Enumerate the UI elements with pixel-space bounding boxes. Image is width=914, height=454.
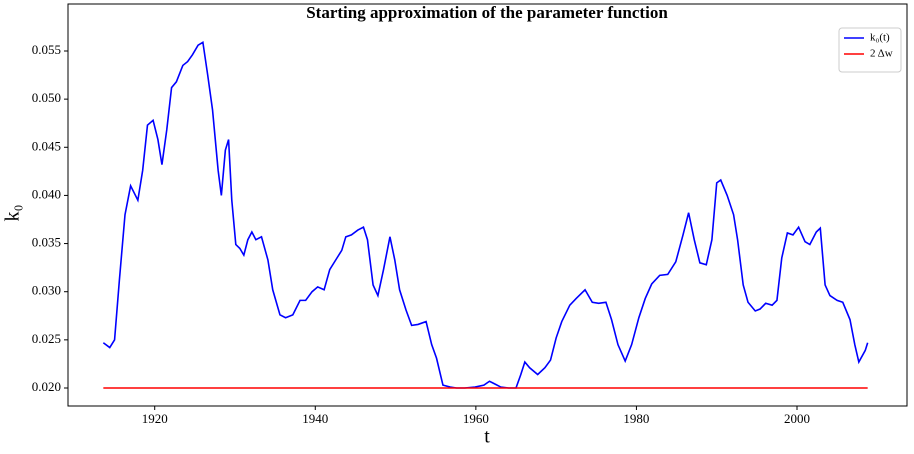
legend-box: [838, 27, 902, 73]
y-tick-label: 0.050: [32, 90, 61, 105]
y-tick-label: 0.040: [32, 186, 61, 201]
y-tick-label: 0.025: [32, 331, 61, 346]
legend-label: 2 Δw: [870, 48, 893, 60]
chart-title: Starting approximation of the parameter …: [306, 3, 668, 22]
x-axis-label: t: [484, 426, 490, 448]
x-tick-label: 1920: [142, 411, 168, 426]
x-tick-label: 1980: [623, 411, 649, 426]
x-tick-label: 1960: [463, 411, 489, 426]
x-tick-label: 1940: [302, 411, 328, 426]
y-tick-label: 0.030: [32, 283, 61, 298]
plot-frame: [67, 3, 908, 407]
y-tick-label: 0.045: [32, 138, 61, 153]
y-tick-label: 0.020: [32, 379, 61, 394]
y-tick-label: 0.035: [32, 235, 61, 250]
legend-label: k₀(t): [870, 32, 890, 44]
x-tick-label: 2000: [784, 411, 810, 426]
y-tick-label: 0.055: [32, 42, 61, 57]
y-axis-label: k₀: [2, 204, 24, 221]
line: [102, 41, 869, 389]
